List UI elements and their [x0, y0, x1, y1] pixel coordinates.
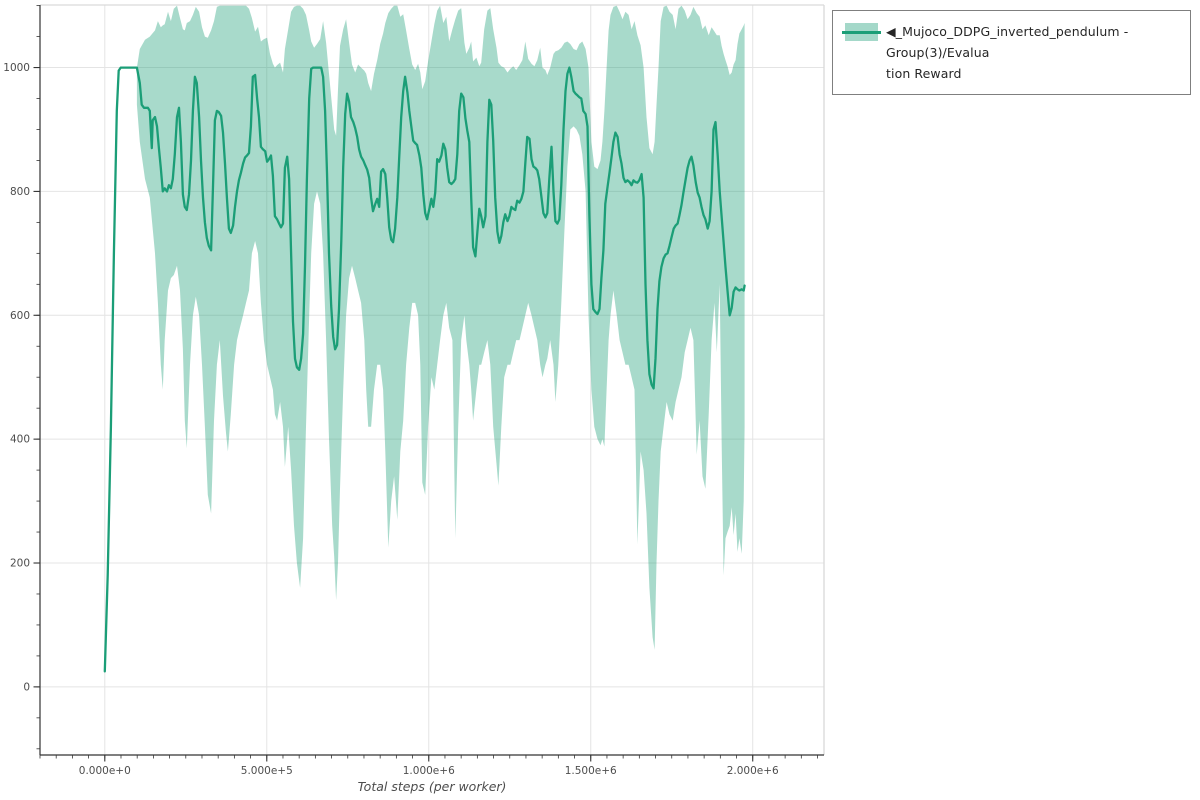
confidence-band	[136, 5, 745, 650]
y-tick-label: 1000	[3, 62, 30, 74]
y-tick-label: 800	[10, 186, 30, 198]
legend-band-swatch-icon	[842, 23, 881, 41]
legend-line-mark	[842, 30, 881, 34]
x-tick-label: 0.000e+0	[79, 765, 131, 777]
y-tick-label: 600	[10, 310, 30, 322]
axis-ticks	[33, 5, 818, 762]
x-axis-label: Total steps (per worker)	[358, 779, 507, 794]
x-tick-label: 2.000e+6	[727, 765, 779, 777]
axes-spines	[39, 4, 825, 756]
tick-labels: 0.000e+0 5.000e+5 1.000e+6 1.500e+6 2.000e+6…	[3, 62, 779, 777]
x-tick-label: 5.000e+5	[241, 765, 293, 777]
y-tick-label: 400	[10, 434, 30, 446]
x-tick-label: 1.000e+6	[403, 765, 455, 777]
legend: ◀_Mujoco_DDPG_inverted_pendulum - Group(…	[832, 10, 1191, 95]
y-tick-label: 0	[23, 681, 30, 693]
x-tick-label: 1.500e+6	[565, 765, 617, 777]
gridlines	[40, 5, 824, 755]
mean-line	[103, 66, 746, 673]
legend-label-line2: tion Reward	[886, 66, 962, 81]
legend-label-line1: ◀_Mujoco_DDPG_inverted_pendulum - Group(…	[886, 24, 1129, 60]
y-tick-label: 200	[10, 558, 30, 570]
legend-label: ◀_Mujoco_DDPG_inverted_pendulum - Group(…	[886, 21, 1180, 84]
